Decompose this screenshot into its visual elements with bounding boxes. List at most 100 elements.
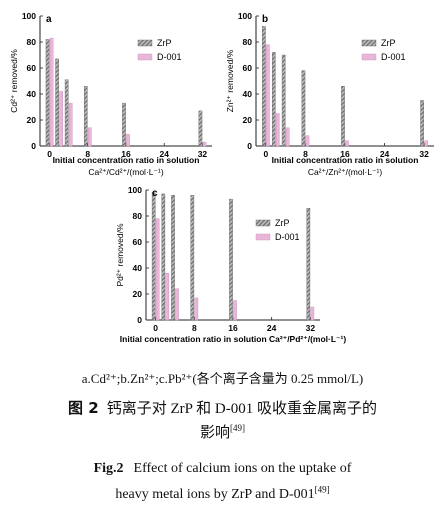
bar-zrp-x8 <box>83 85 88 147</box>
x-tick-label: 24 <box>380 149 390 159</box>
x-tick-label: 0 <box>47 149 52 159</box>
x-axis-subtitle: Ca²⁺/Cd²⁺/(mol·L⁻¹) <box>88 167 163 177</box>
caption-cn-reference: [49] <box>230 423 245 433</box>
legend-swatch-d-001 <box>255 233 271 241</box>
panel-label: b <box>262 14 268 25</box>
caption-en-line2: heavy metal ions by ZrP and D-001 <box>115 487 315 502</box>
y-tick-label: 80 <box>243 37 253 47</box>
legend-swatch-zrp <box>361 39 377 47</box>
bar-d-001-x2 <box>275 113 280 147</box>
bar-d-001-x8 <box>87 127 92 147</box>
bar-zrp-x4 <box>281 54 286 147</box>
legend-label-zrp: ZrP <box>381 38 396 48</box>
y-tick-label: 80 <box>133 211 143 221</box>
caption-cn-line1: 钙离子对 ZrP 和 D-001 吸收重金属离子的 <box>106 401 377 417</box>
x-tick-label: 16 <box>121 149 131 159</box>
bar-d-001-x2 <box>165 273 170 321</box>
y-tick-label: 100 <box>22 11 36 21</box>
y-tick-label: 0 <box>137 315 142 325</box>
y-tick-label: 0 <box>247 141 252 151</box>
y-tick-label: 100 <box>128 185 142 195</box>
figure-caption-chinese: 图 2 钙离子对 ZrP 和 D-001 吸收重金属离子的 影响[49] <box>0 396 445 445</box>
bar-d-001-x4 <box>285 127 290 147</box>
chart-panel-a: 0 20 40 60 80 100 0 8 16 24 32 a ZrP D-001 Cd²⁺ remove… <box>9 11 212 177</box>
y-tick-label: 40 <box>133 263 143 273</box>
panel-label: a <box>46 14 52 25</box>
bar-d-001-x16 <box>126 134 130 147</box>
bar-zrp-x2 <box>271 52 276 147</box>
legend-label-d-001: D-001 <box>275 232 300 242</box>
caption-cn-label: 图 2 <box>68 399 99 417</box>
bar-zrp-x32 <box>198 110 203 147</box>
bar-d-001-x32 <box>424 140 428 147</box>
x-axis-title: Initial concentration ratio in solution <box>272 155 419 165</box>
bar-d-001-x32 <box>310 306 315 321</box>
legend-swatch-d-001 <box>137 53 153 61</box>
figure-caption-english: Fig.2 Effect of calcium ions on the uptak… <box>0 456 445 508</box>
bar-zrp-x8 <box>301 70 306 147</box>
y-tick-label: 60 <box>27 63 37 73</box>
bar-d-001-x2 <box>59 91 63 147</box>
legend-label-zrp: ZrP <box>157 38 172 48</box>
y-tick-label: 40 <box>243 89 253 99</box>
bar-d-001-x4 <box>175 288 179 321</box>
legend-swatch-zrp <box>137 39 153 47</box>
caption-en-reference: [49] <box>314 484 330 495</box>
caption-en-line1: Effect of calcium ions on the uptake of <box>133 461 352 476</box>
y-tick-label: 100 <box>238 11 252 21</box>
bar-zrp-x2 <box>161 193 166 321</box>
legend-label-d-001: D-001 <box>157 52 182 62</box>
bar-d-001-x0 <box>49 37 54 147</box>
bar-d-001-x0 <box>155 218 160 321</box>
y-tick-label: 0 <box>31 141 36 151</box>
bar-zrp-x8 <box>190 194 195 321</box>
figure-subcaption: a.Cd²⁺;b.Zn²⁺;c.Pb²⁺(各个离子含量为 0.25 mmol/L… <box>81 371 364 386</box>
x-tick-label: 8 <box>192 323 197 333</box>
caption-cn-line2: 影响 <box>199 425 230 441</box>
x-tick-label: 24 <box>267 323 277 333</box>
panel-label: c <box>152 188 158 199</box>
bar-zrp-x0 <box>151 192 156 321</box>
bar-d-001-x4 <box>68 102 73 147</box>
x-tick-label: 0 <box>153 323 158 333</box>
x-tick-label: 16 <box>340 149 350 159</box>
x-tick-label: 8 <box>303 149 308 159</box>
bar-zrp-x4 <box>171 194 175 321</box>
x-tick-label: 16 <box>228 323 238 333</box>
x-tick-label: 32 <box>419 149 429 159</box>
x-axis-subtitle: Ca²⁺/Zn²⁺/(mol·L⁻¹) <box>308 167 383 177</box>
bar-d-001-x16 <box>233 300 237 321</box>
x-tick-label: 24 <box>159 149 169 159</box>
caption-en-label: Fig.2 <box>93 461 124 476</box>
y-tick-label: 20 <box>133 289 143 299</box>
bar-zrp-x16 <box>229 198 233 321</box>
bar-zrp-x32 <box>420 100 424 147</box>
bar-zrp-x16 <box>341 85 345 147</box>
bar-zrp-x2 <box>55 58 59 147</box>
x-tick-label: 8 <box>85 149 90 159</box>
legend-label-zrp: ZrP <box>275 218 290 228</box>
bar-d-001-x16 <box>345 140 349 147</box>
bar-zrp-x16 <box>122 102 126 147</box>
bar-zrp-x0 <box>262 26 266 147</box>
bar-d-001-x0 <box>266 44 270 147</box>
y-axis-title: Cd²⁺ removed/% <box>9 49 19 113</box>
legend-label-d-001: D-001 <box>381 52 406 62</box>
legend-swatch-d-001 <box>361 53 377 61</box>
y-tick-label: 60 <box>133 237 143 247</box>
chart-panel-c: 0 20 40 60 80 100 0 8 16 24 32 c ZrP D-001 Pd²⁺ remove… <box>115 185 346 344</box>
y-tick-label: 60 <box>243 63 253 73</box>
y-tick-label: 20 <box>243 115 253 125</box>
x-tick-label: 32 <box>198 149 208 159</box>
x-axis-title: Initial concentration ratio in solution … <box>120 334 347 344</box>
chart-panel-b: 0 20 40 60 80 100 0 8 16 24 32 b ZrP D-001 Zn²⁺ remove… <box>225 11 434 177</box>
y-axis-title: Zn²⁺ removed/% <box>225 49 235 112</box>
bar-d-001-x8 <box>194 297 199 321</box>
bar-zrp-x0 <box>45 39 50 147</box>
x-axis-title: Initial concentration ratio in solution <box>53 155 200 165</box>
bar-d-001-x32 <box>202 141 207 147</box>
legend-swatch-zrp <box>255 219 271 227</box>
x-tick-label: 32 <box>306 323 316 333</box>
bar-zrp-x32 <box>306 207 311 321</box>
